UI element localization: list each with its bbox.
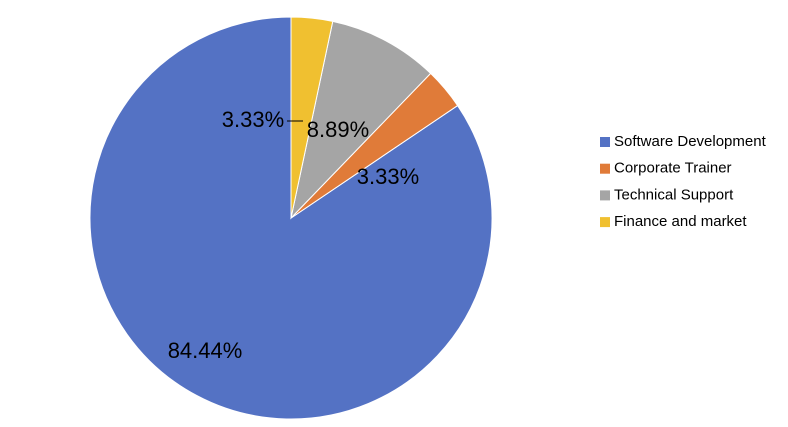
legend-swatch [600,163,610,174]
data-label: 3.33% [222,107,284,132]
legend-label: Corporate Trainer [614,160,732,177]
legend-label: Technical Support [614,186,734,203]
pie-slice [290,16,334,219]
pie-slice [290,20,432,220]
legend-label: Finance and market [614,213,747,230]
legend-swatch [600,137,610,147]
legend-label: Software Development [614,133,767,150]
data-label: 8.89% [307,117,369,142]
data-label: 84.44% [168,338,243,363]
legend-swatch [600,190,610,201]
data-label: 3.33% [357,164,419,189]
legend-swatch [600,217,610,228]
